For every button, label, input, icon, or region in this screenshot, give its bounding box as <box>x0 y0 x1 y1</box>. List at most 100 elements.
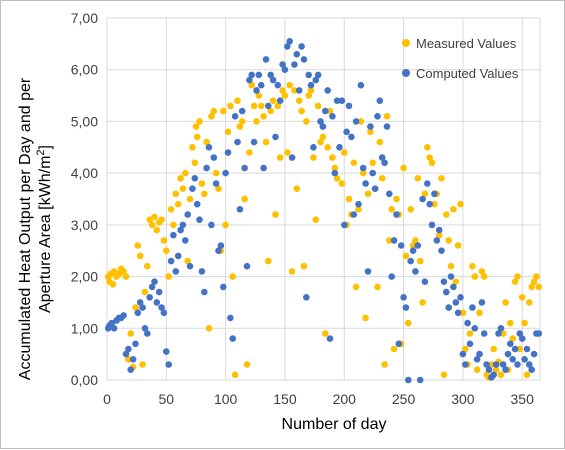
measured-point <box>141 288 149 296</box>
measured-point <box>381 361 388 368</box>
measured-point <box>426 154 434 161</box>
computed-point <box>286 38 294 45</box>
measured-point <box>533 273 540 280</box>
measured-point <box>497 371 505 379</box>
measured-point <box>516 345 524 353</box>
measured-point <box>312 216 320 223</box>
computed-point <box>322 107 329 115</box>
measured-point <box>260 113 267 120</box>
measured-point <box>438 175 445 182</box>
measured-point <box>400 164 407 172</box>
measured-point <box>471 273 479 280</box>
computed-point <box>514 361 521 368</box>
computed-point <box>210 154 218 161</box>
measured-point <box>355 206 362 213</box>
legend-item-computed: Computed Values <box>402 66 519 81</box>
measured-point <box>136 252 144 260</box>
computed-point <box>490 371 498 379</box>
computed-point <box>371 185 379 192</box>
computed-point <box>443 288 450 296</box>
computed-point <box>300 56 308 63</box>
measured-point <box>480 273 488 280</box>
computed-point <box>359 164 367 172</box>
measured-point <box>333 175 341 182</box>
measured-point <box>192 123 200 130</box>
computed-point <box>452 299 460 306</box>
measured-point <box>338 180 346 187</box>
computed-point <box>229 335 236 342</box>
measured-point <box>514 273 521 280</box>
computed-point <box>269 76 277 84</box>
computed-point <box>158 304 165 311</box>
computed-point <box>509 356 516 363</box>
computed-point <box>357 81 365 89</box>
computed-point <box>454 309 462 317</box>
computed-point <box>433 237 441 244</box>
computed-point <box>250 138 258 146</box>
measured-point <box>193 133 201 141</box>
x-tick-labels: 0 50 100 150 200 250 300 350 <box>103 391 534 407</box>
measured-point <box>170 221 177 229</box>
measured-point <box>160 237 168 244</box>
measured-point <box>307 87 315 94</box>
x-tick-label: 250 <box>392 391 416 407</box>
measured-point <box>478 268 486 275</box>
measured-point <box>523 371 531 379</box>
measured-point <box>502 299 509 306</box>
legend-label-measured: Measured Values <box>416 36 517 51</box>
measured-point <box>189 144 196 151</box>
measured-point <box>490 345 498 353</box>
computed-point <box>400 294 407 301</box>
computed-point <box>462 361 469 368</box>
measured-point <box>295 97 303 104</box>
computed-point <box>260 164 267 172</box>
measured-point <box>362 314 369 322</box>
measured-point <box>269 97 277 104</box>
computed-point <box>136 299 144 306</box>
computed-point <box>255 71 263 79</box>
measured-point <box>210 107 218 115</box>
measured-point <box>120 268 127 275</box>
measured-point <box>265 257 272 265</box>
measured-point <box>414 175 422 182</box>
computed-point <box>155 288 163 296</box>
computed-point <box>483 361 490 368</box>
computed-point <box>303 294 310 301</box>
measured-point <box>314 102 322 110</box>
measured-point <box>286 81 294 89</box>
computed-point <box>376 97 384 104</box>
measured-point <box>127 330 134 337</box>
computed-point <box>201 288 208 296</box>
computed-point <box>381 159 388 167</box>
measured-point <box>222 221 229 229</box>
computed-point <box>134 309 142 317</box>
y-axis-title-line1: Accumulated Heat Output per Day and per <box>17 77 34 380</box>
measured-point <box>208 113 215 120</box>
computed-point <box>331 169 339 177</box>
computed-point <box>348 133 355 141</box>
measured-point <box>165 273 172 280</box>
computed-point <box>120 312 127 319</box>
measured-point <box>419 299 426 306</box>
measured-point <box>281 92 289 99</box>
measured-point <box>378 175 386 182</box>
measured-point <box>212 169 220 177</box>
computed-point <box>243 262 251 270</box>
measured-point <box>109 281 117 288</box>
measured-point <box>476 309 483 317</box>
computed-point <box>383 123 391 130</box>
measured-point <box>293 185 301 192</box>
x-axis-title: Number of day <box>282 416 387 433</box>
computed-point <box>127 366 134 374</box>
x-tick-label: 200 <box>333 391 357 407</box>
y-tick-label: 5,00 <box>71 113 98 129</box>
computed-point <box>253 87 260 94</box>
measured-point <box>238 118 246 125</box>
y-axis-title-superscript: 2 <box>35 149 47 155</box>
computed-point <box>518 335 526 342</box>
measured-point <box>469 262 476 270</box>
measured-point <box>367 128 374 136</box>
computed-point <box>435 226 443 234</box>
measured-point <box>428 159 436 167</box>
computed-point <box>364 268 372 275</box>
